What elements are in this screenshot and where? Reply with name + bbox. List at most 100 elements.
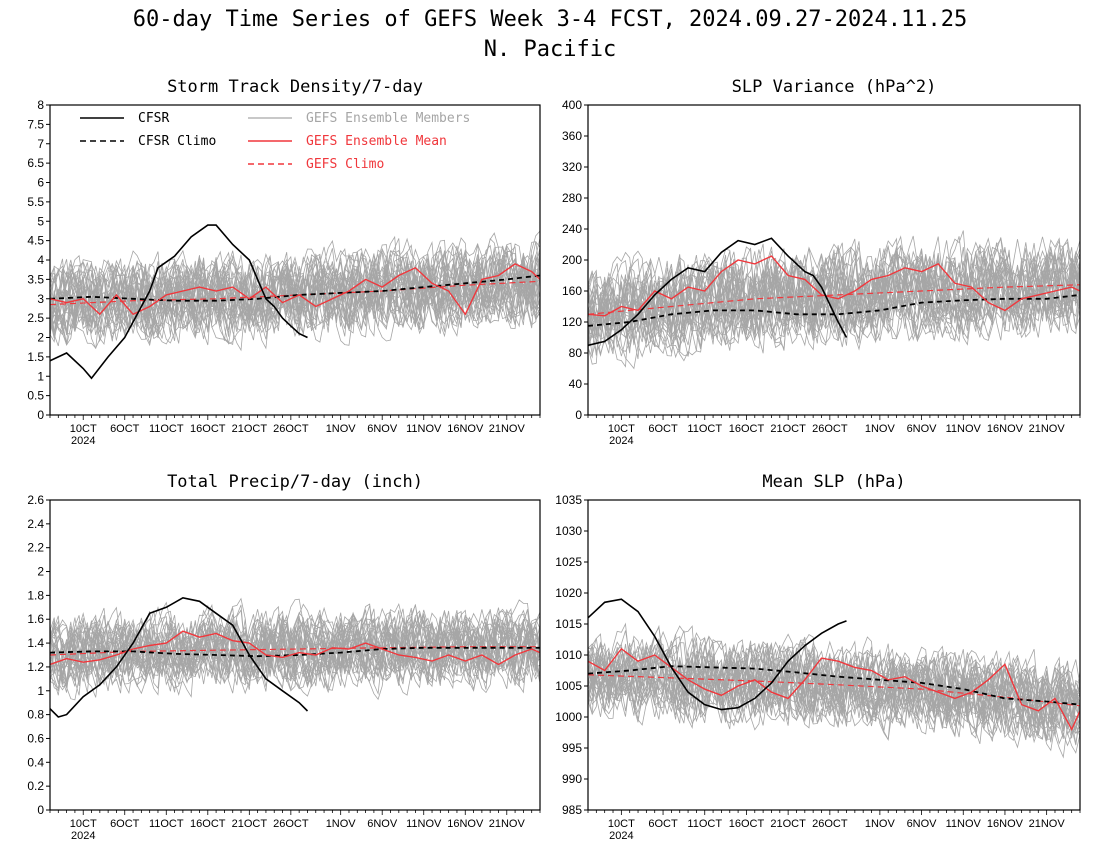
series-gefs-ensemble-mean-line xyxy=(50,630,540,666)
y-tick-label: 2.4 xyxy=(27,517,44,531)
panels: Storm Track Density/7-day 0 0.5 1 1.5 2 2.5 3 3.… xyxy=(27,77,1081,842)
ensemble-member-line xyxy=(588,649,1080,741)
y-tick-label: 5.5 xyxy=(27,195,44,209)
x-tick-label: 16NOV xyxy=(987,423,1024,435)
ensemble-member-line xyxy=(588,238,1080,351)
y-tick-label: 985 xyxy=(562,803,582,817)
figure-title: 60-day Time Series of GEFS Week 3-4 FCST… xyxy=(133,7,967,32)
x-tick-label: 21NOV xyxy=(489,818,526,830)
x-tick-label: 11NOV xyxy=(406,818,442,830)
x-tick-label: 21OCT xyxy=(770,818,806,830)
x-tick-label: 6NOV xyxy=(907,818,938,830)
x-tick-label: 21NOV xyxy=(489,423,526,435)
y-tick-label: 2.6 xyxy=(27,493,44,507)
legend-label: CFSR xyxy=(138,111,169,126)
y-tick-label: 0.4 xyxy=(27,755,44,769)
x-year-label: 2024 xyxy=(71,435,95,447)
series-cfsr-climo-line xyxy=(50,646,540,658)
y-tick-label: 0.8 xyxy=(27,708,44,722)
y-tick-label: 1 xyxy=(37,369,44,383)
x-tick-label: 16OCT xyxy=(729,423,765,435)
y-tick-label: 1 xyxy=(37,684,44,698)
x-tick-label: 6NOV xyxy=(367,423,398,435)
ensemble-member-line xyxy=(588,630,1080,752)
legend-label: GEFS Ensemble Members xyxy=(306,111,470,126)
y-tick-label: 3 xyxy=(37,292,44,306)
y-tick-label: 1010 xyxy=(555,648,582,662)
ensemble-member-line xyxy=(50,607,540,694)
x-tick-label: 1NOV xyxy=(326,423,357,435)
ensemble-member-line xyxy=(50,230,540,344)
legend-label: GEFS Climo xyxy=(306,157,384,172)
y-tick-label: 200 xyxy=(562,253,582,267)
y-tick-label: 0.2 xyxy=(27,779,44,793)
legend-label: CFSR Climo xyxy=(138,134,216,149)
y-tick-label: 120 xyxy=(562,315,582,329)
x-tick-label: 6NOV xyxy=(907,423,938,435)
ensemble-member-line xyxy=(588,237,1080,353)
y-tick-label: 7.5 xyxy=(27,117,44,131)
y-tick-label: 40 xyxy=(569,377,583,391)
ensemble-member-line xyxy=(588,242,1080,344)
ensemble-member-line xyxy=(588,247,1080,352)
x-tick-label: 1NOV xyxy=(865,818,896,830)
plot-area xyxy=(50,596,540,718)
panel-title: Storm Track Density/7-day xyxy=(167,77,423,97)
x-tick-label: 11OCT xyxy=(687,423,722,435)
series-gefs-climo-line xyxy=(588,284,1080,315)
y-tick-label: 1005 xyxy=(555,679,582,693)
x-tick-label: 11OCT xyxy=(149,423,184,435)
y-tick-label: 0 xyxy=(37,803,44,817)
y-tick-label: 1.2 xyxy=(27,660,44,674)
y-tick-label: 160 xyxy=(562,284,582,298)
x-year-label: 2024 xyxy=(71,830,95,842)
x-tick-label: 10CT xyxy=(70,818,97,830)
x-tick-label: 21OCT xyxy=(770,423,806,435)
ensemble-member-line xyxy=(50,237,540,343)
y-tick-label: 2.2 xyxy=(27,541,44,555)
x-tick-label: 21OCT xyxy=(232,423,268,435)
x-tick-label: 26OCT xyxy=(812,423,848,435)
x-tick-label: 1NOV xyxy=(865,423,896,435)
y-tick-label: 1.8 xyxy=(27,588,44,602)
y-tick-label: 4.5 xyxy=(27,234,44,248)
ensemble-member-line xyxy=(588,645,1080,739)
x-tick-label: 16NOV xyxy=(447,818,484,830)
series-cfsr-climo-line xyxy=(50,274,540,302)
ensemble-member-line xyxy=(588,640,1080,742)
y-tick-label: 0.5 xyxy=(27,389,44,403)
series-gefs-climo-line xyxy=(50,280,540,306)
x-tick-label: 6OCT xyxy=(110,818,140,830)
legend-label: GEFS Ensemble Mean xyxy=(306,134,447,149)
x-tick-label: 6OCT xyxy=(648,818,678,830)
y-tick-label: 0 xyxy=(575,408,582,422)
y-tick-label: 1020 xyxy=(555,586,582,600)
x-tick-label: 10CT xyxy=(608,423,635,435)
x-tick-label: 16NOV xyxy=(447,423,484,435)
series-cfsr-line xyxy=(50,224,308,380)
y-tick-label: 5 xyxy=(37,214,44,228)
panel-4: Mean SLP (hPa) 985 990 995 1000 1005 1010 1015 1… xyxy=(555,472,1081,842)
x-tick-label: 11NOV xyxy=(946,423,982,435)
ensemble-member-line xyxy=(50,613,540,684)
x-tick-label: 6OCT xyxy=(110,423,140,435)
x-year-label: 2024 xyxy=(609,435,633,447)
y-tick-label: 1035 xyxy=(555,493,582,507)
y-tick-label: 7 xyxy=(37,137,44,151)
y-tick-label: 990 xyxy=(562,772,582,786)
series-gefs-ensemble-mean-line xyxy=(50,263,540,316)
y-tick-label: 400 xyxy=(562,98,582,112)
x-tick-label: 21NOV xyxy=(1029,818,1066,830)
x-tick-label: 21NOV xyxy=(1029,423,1066,435)
panel-3: Total Precip/7-day (inch)00.20.40.60.811… xyxy=(27,472,541,842)
y-tick-label: 3.5 xyxy=(27,272,44,286)
x-tick-label: 10CT xyxy=(70,423,97,435)
panel-title: SLP Variance (hPa^2) xyxy=(732,77,937,97)
legend: CFSR CFSR Climo GEFS Ensemble Members GEFS … xyxy=(80,111,470,172)
y-tick-label: 1.5 xyxy=(27,350,44,364)
x-tick-label: 16NOV xyxy=(987,818,1024,830)
plot-area xyxy=(588,598,1080,759)
series-cfsr-line xyxy=(50,596,309,718)
plot-frame xyxy=(49,499,541,811)
